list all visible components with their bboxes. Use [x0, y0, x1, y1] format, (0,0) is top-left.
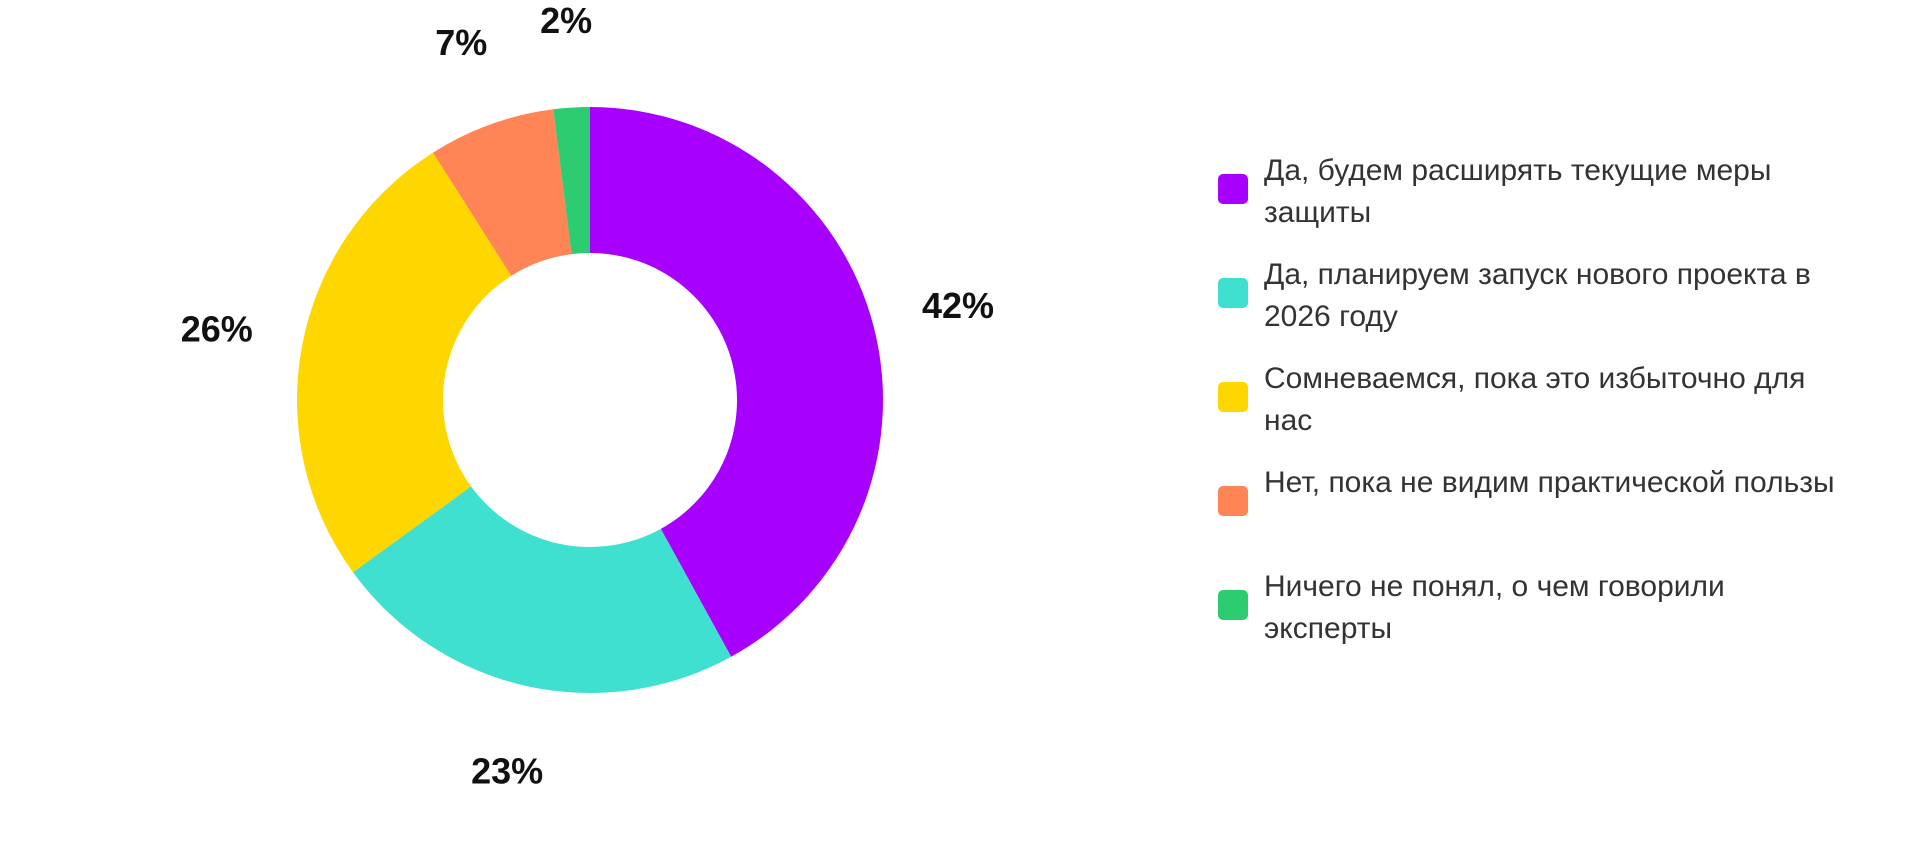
- donut-slice: [433, 109, 572, 276]
- legend-swatch: [1218, 590, 1248, 620]
- slice-value-label: 7%: [435, 22, 487, 63]
- legend-label: Сомневаемся, пока это избыточно для нас: [1264, 362, 1806, 437]
- legend-label: Ничего не понял, о чем говорили эксперты: [1264, 570, 1725, 645]
- legend-item: Да, будем расширять текущие меры защиты: [1218, 150, 1858, 254]
- legend-label: Нет, пока не видим практической пользы: [1264, 466, 1835, 499]
- value-labels-group: 42% 23% 26% 7% 2%: [181, 0, 994, 791]
- legend-label: Да, будем расширять текущие меры защиты: [1264, 154, 1772, 229]
- legend-label: Да, планируем запуск нового проекта в 20…: [1264, 258, 1811, 333]
- slice-value-label: 23%: [471, 750, 543, 791]
- legend-swatch: [1218, 278, 1248, 308]
- legend: Да, будем расширять текущие меры защиты …: [1218, 150, 1858, 670]
- slice-value-label: 26%: [181, 308, 253, 349]
- legend-item: Да, планируем запуск нового проекта в 20…: [1218, 254, 1858, 358]
- legend-item: Ничего не понял, о чем говорили эксперты: [1218, 566, 1858, 670]
- legend-swatch: [1218, 174, 1248, 204]
- legend-item: Нет, пока не видим практической пользы: [1218, 462, 1858, 566]
- donut-slice: [352, 486, 732, 694]
- legend-swatch: [1218, 382, 1248, 412]
- slice-value-label: 42%: [922, 285, 994, 326]
- slice-value-label: 2%: [540, 0, 592, 41]
- legend-item: Сомневаемся, пока это избыточно для нас: [1218, 358, 1858, 462]
- donut-slice: [590, 107, 883, 657]
- donut-slice: [553, 107, 590, 255]
- donut-slice: [297, 152, 512, 573]
- slices-group: [297, 107, 883, 694]
- legend-swatch: [1218, 486, 1248, 516]
